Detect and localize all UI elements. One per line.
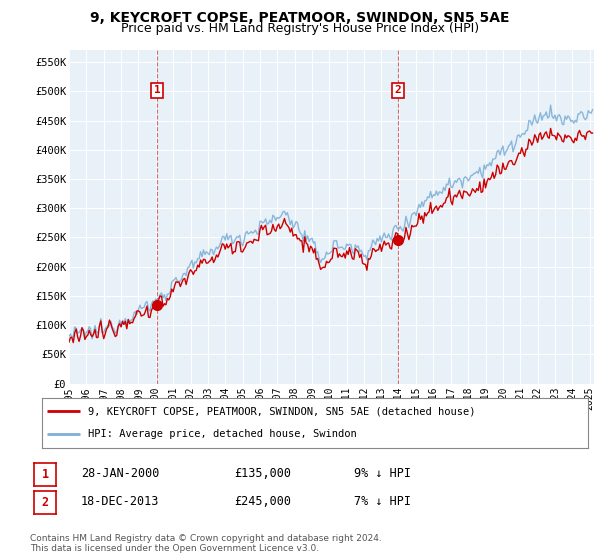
Text: 9% ↓ HPI: 9% ↓ HPI [354, 466, 411, 480]
Text: Price paid vs. HM Land Registry's House Price Index (HPI): Price paid vs. HM Land Registry's House … [121, 22, 479, 35]
Text: 18-DEC-2013: 18-DEC-2013 [81, 494, 160, 508]
Text: £245,000: £245,000 [234, 494, 291, 508]
Text: 7% ↓ HPI: 7% ↓ HPI [354, 494, 411, 508]
Text: 1: 1 [41, 468, 49, 481]
Text: 1: 1 [154, 85, 160, 95]
Text: 2: 2 [41, 496, 49, 509]
Text: HPI: Average price, detached house, Swindon: HPI: Average price, detached house, Swin… [88, 430, 357, 440]
Text: £135,000: £135,000 [234, 466, 291, 480]
Text: 9, KEYCROFT COPSE, PEATMOOR, SWINDON, SN5 5AE (detached house): 9, KEYCROFT COPSE, PEATMOOR, SWINDON, SN… [88, 406, 476, 416]
Text: 9, KEYCROFT COPSE, PEATMOOR, SWINDON, SN5 5AE: 9, KEYCROFT COPSE, PEATMOOR, SWINDON, SN… [90, 11, 510, 25]
Text: 28-JAN-2000: 28-JAN-2000 [81, 466, 160, 480]
Text: Contains HM Land Registry data © Crown copyright and database right 2024.
This d: Contains HM Land Registry data © Crown c… [30, 534, 382, 553]
Text: 2: 2 [395, 85, 401, 95]
